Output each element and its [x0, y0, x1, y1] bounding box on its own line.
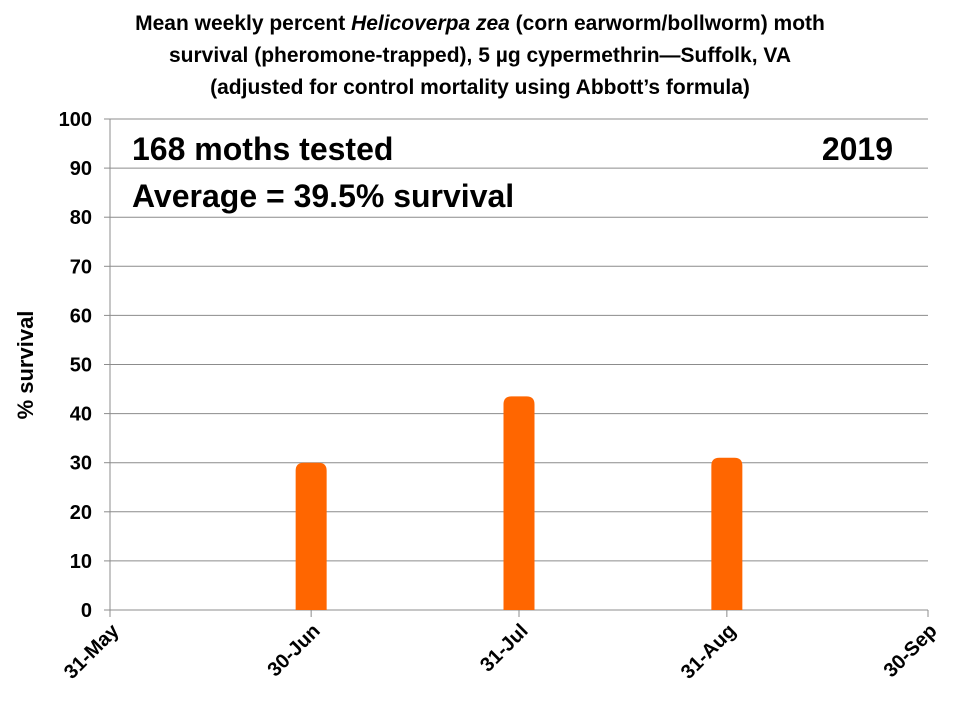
gridlines [110, 118, 928, 562]
title-line-1: Mean weekly percent Helicoverpa zea (cor… [135, 12, 825, 35]
title-segment: Helicoverpa zea [351, 12, 510, 35]
y-tick-label: 80 [70, 207, 92, 229]
x-tick-label: 30-Sep [880, 620, 942, 682]
y-tick-label: 20 [70, 502, 92, 524]
bars [295, 396, 743, 610]
annotation-moths-tested: 168 moths tested [132, 131, 393, 167]
title-line-3: (adjusted for control mortality using Ab… [210, 76, 750, 99]
bar [295, 462, 327, 610]
y-tick-label: 100 [59, 109, 92, 131]
x-tick-label: 31-Jul [476, 620, 532, 676]
x-tick-labels: 31-May 30-Jun 31-Jul 31-Aug 30-Sep [60, 619, 942, 683]
bar [711, 457, 743, 610]
title-segment: Mean weekly percent [135, 12, 351, 35]
y-tick-label: 60 [70, 305, 92, 327]
y-tick-label: 50 [70, 355, 92, 377]
y-tick-label: 70 [70, 256, 92, 278]
y-tick-label: 30 [70, 453, 92, 475]
bar [503, 396, 535, 610]
x-tick-label: 30-Jun [264, 620, 325, 681]
annotation-year: 2019 [822, 131, 893, 167]
y-tick-labels: 0 10 20 30 40 50 60 70 80 90 100 [59, 109, 92, 622]
y-tick-label: 40 [70, 404, 92, 426]
chart-title: Mean weekly percent Helicoverpa zea (cor… [135, 12, 825, 99]
title-line-2: survival (pheromone-trapped), 5 µg cyper… [169, 44, 791, 67]
y-tick-label: 10 [70, 551, 92, 573]
x-tick-label: 31-May [60, 619, 124, 683]
y-axis-label: % survival [13, 311, 38, 420]
y-tick-label: 90 [70, 158, 92, 180]
y-tick-label: 0 [81, 600, 92, 622]
annotation-average: Average = 39.5% survival [132, 178, 514, 214]
title-segment: (corn earworm/bollworm) moth [510, 12, 825, 35]
x-tick-label: 31-Aug [677, 620, 740, 683]
